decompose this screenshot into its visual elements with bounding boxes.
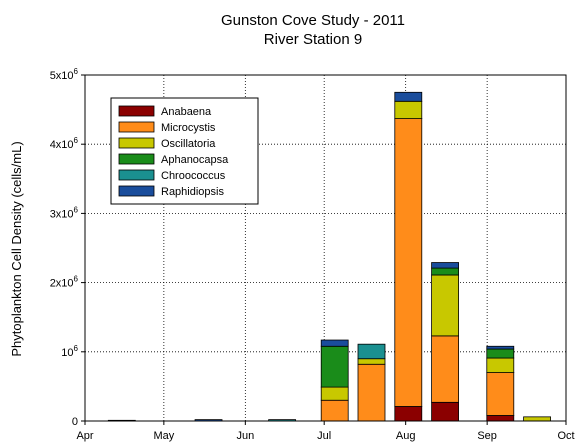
y-tick-label: 3x106	[50, 205, 79, 220]
bar-stack	[394, 91, 423, 422]
bar-segment-oscillatoria	[357, 358, 386, 365]
y-axis-title: Phytoplankton Cell Density (cells/mL)	[9, 141, 24, 356]
x-tick-label: Oct	[557, 430, 574, 442]
bar-segment-oscillatoria	[486, 357, 515, 373]
bar-segment-raphidiopsis	[394, 91, 423, 102]
y-tick-label: 106	[61, 344, 78, 359]
y-tick-label: 0	[72, 416, 78, 428]
chart-title: Gunston Cove Study - 2011	[221, 12, 405, 29]
legend-swatch	[118, 185, 155, 197]
legend-label: Oscillatoria	[161, 138, 216, 150]
legend-swatch	[118, 137, 155, 149]
bar-segment-raphidiopsis	[431, 262, 459, 269]
legend-swatch	[118, 169, 155, 181]
y-tick-label: 4x106	[50, 136, 79, 151]
bar-segment-aphanocapsa	[431, 267, 459, 276]
y-tick-label: 2x106	[50, 275, 79, 290]
bar-segment-microcystis	[486, 372, 515, 416]
x-tick-label: Apr	[76, 430, 93, 442]
x-tick-label: Jul	[317, 430, 331, 442]
legend-label: Chroococcus	[161, 170, 226, 182]
chart-subtitle: River Station 9	[264, 31, 362, 48]
bar-stack	[320, 339, 349, 422]
bar-stack	[431, 262, 459, 422]
bar-segment-microcystis	[431, 335, 459, 403]
legend-label: Raphidiopsis	[161, 186, 224, 198]
bar-segment-oscillatoria	[523, 416, 551, 422]
bars	[107, 91, 551, 422]
legend-label: Microcystis	[161, 122, 216, 134]
bar-segment-chroococcus	[357, 343, 386, 360]
x-tick-label: Sep	[477, 430, 497, 442]
bar-stack	[357, 343, 386, 422]
axis-ticks: Apr May Jun Jul Aug Sep Oct 0 106 2x106 3x106 4x106…	[50, 67, 575, 442]
legend-swatch	[118, 153, 155, 165]
bar-segment-microcystis	[357, 363, 386, 422]
bar-segment-anabaena	[486, 415, 515, 422]
legend-swatch	[118, 105, 155, 117]
bar-stack	[523, 416, 551, 422]
x-tick-label: May	[153, 430, 174, 442]
bar-segment-anabaena	[394, 406, 423, 422]
bar-segment-aphanocapsa	[486, 348, 515, 359]
bar-segment-oscillatoria	[320, 386, 349, 401]
x-tick-label: Aug	[396, 430, 416, 442]
bar-segment-aphanocapsa	[320, 345, 349, 388]
legend: Anabaena Microcystis Oscillatoria Aphanocap…	[110, 97, 259, 205]
bar-stack	[486, 345, 515, 422]
bar-segment-anabaena	[431, 401, 459, 422]
bar-segment-oscillatoria	[431, 274, 459, 337]
bar-segment-microcystis	[394, 118, 423, 407]
y-tick-label: 5x106	[50, 67, 79, 82]
bar-segment-raphidiopsis	[320, 339, 349, 347]
legend-label: Aphanocapsa	[161, 154, 229, 166]
bar-segment-microcystis	[320, 399, 349, 422]
x-tick-label: Jun	[236, 430, 254, 442]
legend-label: Anabaena	[161, 106, 212, 118]
plot-frame	[84, 74, 567, 422]
bar-segment-oscillatoria	[394, 100, 423, 119]
bar-segment-raphidiopsis	[486, 345, 515, 350]
legend-swatch	[118, 121, 155, 133]
